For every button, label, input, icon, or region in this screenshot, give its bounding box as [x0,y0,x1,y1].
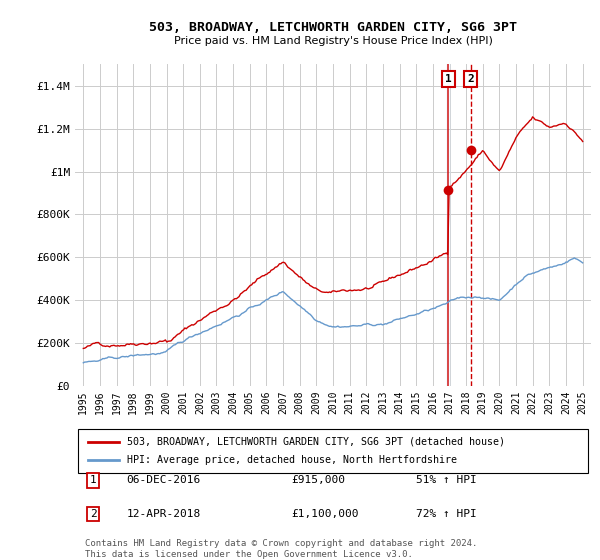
Text: 72% ↑ HPI: 72% ↑ HPI [416,509,476,519]
Text: 503, BROADWAY, LETCHWORTH GARDEN CITY, SG6 3PT: 503, BROADWAY, LETCHWORTH GARDEN CITY, S… [149,21,517,34]
Text: 2: 2 [467,74,474,84]
Text: Price paid vs. HM Land Registry's House Price Index (HPI): Price paid vs. HM Land Registry's House … [173,36,493,46]
Text: 06-DEC-2016: 06-DEC-2016 [127,475,201,486]
Text: Contains HM Land Registry data © Crown copyright and database right 2024.
This d: Contains HM Land Registry data © Crown c… [85,539,478,559]
Text: £1,100,000: £1,100,000 [292,509,359,519]
Text: HPI: Average price, detached house, North Hertfordshire: HPI: Average price, detached house, Nort… [127,455,457,465]
Bar [446,64,451,386]
Text: 12-APR-2018: 12-APR-2018 [127,509,201,519]
FancyBboxPatch shape [77,429,589,473]
Text: 51% ↑ HPI: 51% ↑ HPI [416,475,476,486]
Text: 503, BROADWAY, LETCHWORTH GARDEN CITY, SG6 3PT (detached house): 503, BROADWAY, LETCHWORTH GARDEN CITY, S… [127,437,505,446]
Text: £915,000: £915,000 [292,475,346,486]
Text: 1: 1 [445,74,452,84]
Text: 1: 1 [89,475,97,486]
Text: 2: 2 [89,509,97,519]
